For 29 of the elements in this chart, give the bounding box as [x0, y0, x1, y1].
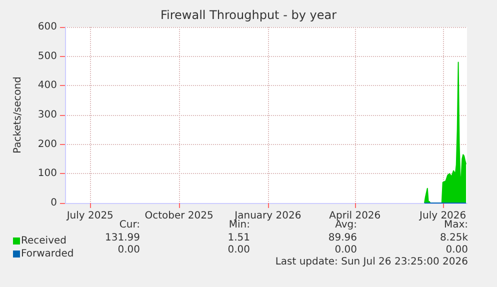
y-tick-label: 500	[38, 50, 57, 62]
y-tick-label: 100	[38, 168, 57, 180]
text: Last update: Sun Jul 26 23:25:00 2026	[275, 256, 468, 268]
x-tick-label: April 2026	[329, 210, 381, 222]
text: 0.00	[228, 244, 250, 256]
y-tick-label: 600	[38, 22, 57, 32]
text: Avg:	[335, 220, 357, 230]
text: Min:	[228, 220, 250, 230]
y-axis-title: Packets/second	[12, 76, 24, 154]
text: 0.00	[334, 244, 357, 256]
chart-title: Firewall Throughput - by year	[160, 8, 337, 22]
y-tick-label: 200	[38, 138, 57, 150]
y-tick-label: 300	[38, 110, 57, 120]
legend-label: Received	[21, 236, 66, 246]
x-tick-label: January 2026	[234, 210, 302, 222]
text: 131.99	[105, 232, 140, 244]
text: 8.25k	[440, 232, 468, 244]
x-tick-label: July 2026	[418, 210, 466, 222]
x-tick-label: October 2025	[144, 210, 214, 222]
legend-label: Forwarded	[21, 248, 74, 260]
x-tick-label: July 2025	[66, 210, 114, 222]
y-tick-label: 400	[38, 80, 57, 92]
text: 89.96	[328, 232, 357, 244]
text: 0.00	[118, 244, 140, 256]
text: Max:	[444, 220, 468, 230]
text: Cur:	[119, 220, 140, 230]
y-tick-label: 0	[50, 198, 57, 208]
text: 0.00	[446, 244, 468, 256]
text: 1.51	[228, 232, 250, 244]
